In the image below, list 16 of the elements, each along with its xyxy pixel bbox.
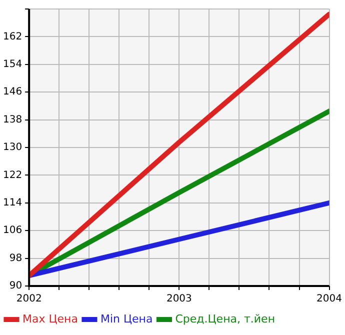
- y-tick-label: 138: [2, 114, 22, 126]
- x-tick-label: 2002: [16, 294, 42, 305]
- y-tick-label: 130: [2, 142, 22, 154]
- legend-label: Min Цена: [100, 312, 153, 326]
- y-tick-label: 114: [2, 197, 22, 208]
- y-tick-label: 162: [2, 31, 22, 42]
- y-tick-label: 122: [2, 170, 22, 181]
- y-tick-label: 146: [2, 86, 22, 98]
- y-tick-label: 98: [9, 252, 22, 264]
- y-tick-label: 106: [2, 225, 22, 236]
- legend-label: Сред.Цена, т.йен: [175, 312, 276, 326]
- y-tick-label: 154: [2, 58, 22, 70]
- y-tick-label: 90: [9, 280, 22, 292]
- x-tick-label: 2004: [316, 294, 342, 305]
- x-tick-label: 2003: [166, 294, 192, 305]
- legend-label: Max Цена: [22, 312, 78, 326]
